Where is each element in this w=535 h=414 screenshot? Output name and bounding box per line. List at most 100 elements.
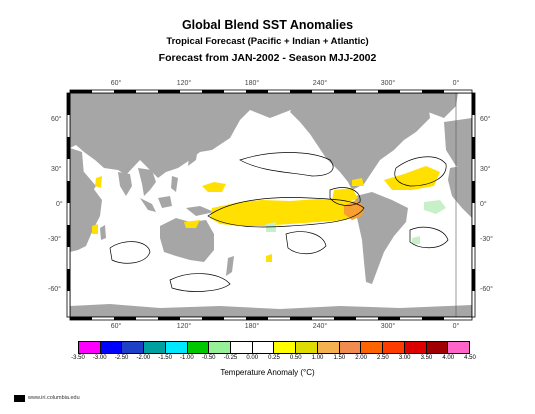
land-madagascar <box>100 225 106 240</box>
lon-label-top: 120° <box>176 80 192 87</box>
land-greenland <box>414 93 458 118</box>
lat-label-right: -30° <box>480 236 493 243</box>
land-eurasia <box>70 93 300 178</box>
lon-label-top: 180° <box>244 80 260 87</box>
cool-anomaly-brazil <box>412 236 420 244</box>
lon-label-top: 60° <box>110 80 122 87</box>
land-layer <box>70 93 472 317</box>
land-southamerica <box>354 192 408 284</box>
land-westafrica <box>448 164 472 218</box>
lon-label-bottom: 120° <box>176 323 192 330</box>
lat-label-left: -60° <box>48 286 61 293</box>
colorbar-tick-label: 0.25 <box>268 355 280 361</box>
warm-anomaly-caribbean <box>352 178 364 186</box>
lon-label-bottom: 240° <box>312 323 328 330</box>
lon-label-bottom: 0° <box>452 323 460 330</box>
warm-anomaly-arabian-sea <box>95 176 102 188</box>
land-newguinea <box>186 206 214 216</box>
colorbar-swatch <box>165 342 188 353</box>
colorbar-tick-label: 2.00 <box>355 355 367 361</box>
warm-anomaly-indian-ocean <box>92 224 98 234</box>
contour-north-atlantic <box>394 156 447 187</box>
land-india <box>118 172 132 196</box>
contour-south-indian <box>169 273 231 292</box>
colorbar-tick-label: 0.50 <box>289 355 302 361</box>
lat-label-left: 0° <box>56 201 63 208</box>
contour-indian-ocean <box>109 241 151 264</box>
cool-anomaly-south-atlantic <box>424 200 446 214</box>
chart-subtitle: Tropical Forecast (Pacific + Indian + At… <box>166 36 369 47</box>
lat-label-left: 30° <box>51 166 62 173</box>
lat-label-right: 30° <box>480 166 491 173</box>
colorbar-swatch <box>187 342 210 353</box>
colorbar-tick-label: -1.50 <box>158 355 172 361</box>
lat-label-right: 0° <box>480 201 487 208</box>
land-newzealand <box>226 256 234 276</box>
contour-south-atlantic <box>409 226 449 249</box>
land-europe <box>444 118 472 170</box>
lat-label-left: -30° <box>48 236 61 243</box>
warm-anomaly-south-pacific <box>266 254 272 262</box>
lat-label-left: 60° <box>51 116 62 123</box>
colorbar-tick-label: 4.00 <box>442 355 455 361</box>
colorbar-tick-label: 1.00 <box>311 355 324 361</box>
colorbar-units: Temperature Anomaly (°C) <box>220 368 315 377</box>
land-indochina <box>138 168 156 196</box>
colorbar-tick-label: -0.25 <box>223 355 238 361</box>
colorbar-tick-label: 4.50 <box>464 355 476 361</box>
lon-label-top: 300° <box>380 80 396 87</box>
colorbar-swatch <box>100 342 123 353</box>
colorbar-swatch <box>339 342 362 353</box>
warm-anomaly-equatorial-pacific <box>210 199 360 226</box>
colorbar-swatch <box>274 342 297 353</box>
colorbar-swatch <box>361 342 384 353</box>
warm-anomaly-north-pacific <box>202 182 226 192</box>
lat-label-right: 60° <box>480 116 491 123</box>
colorbar-tick-label: -1.00 <box>180 355 194 361</box>
land-antarctica <box>70 304 472 317</box>
colorbar-swatch <box>296 342 318 353</box>
colorbar-swatch <box>122 342 145 353</box>
lon-label-top: 240° <box>312 80 328 87</box>
chart-title: Global Blend SST Anomalies <box>181 18 354 32</box>
colorbar-tick-label: -3.50 <box>71 355 85 361</box>
colorbar-swatch <box>383 342 405 353</box>
contour-east-pacific <box>329 187 361 206</box>
colorbar-tick-label: -2.50 <box>114 355 129 361</box>
contour-north-pacific <box>239 152 334 177</box>
colorbar-tick-label: 3.50 <box>420 355 433 361</box>
colorbar-swatch <box>252 342 275 353</box>
map-frame-ticks <box>66 89 476 321</box>
colorbar-swatch <box>209 342 232 353</box>
forecast-label: Forecast from JAN-2002 - Season MJJ-2002 <box>158 52 377 64</box>
colorbar-swatch <box>426 342 449 353</box>
colorbar-ticks: -3.50 -3.00 -2.50 -2.00 -1.50 -1.00 -0.50 -0.25… <box>71 355 476 365</box>
colorbar <box>78 341 470 354</box>
colorbar-tick-label: -2.00 <box>136 355 151 361</box>
colorbar-swatch <box>448 342 469 353</box>
land-sumatra <box>140 198 156 212</box>
contour-south-pacific <box>285 231 327 255</box>
colorbar-swatch <box>144 342 166 353</box>
colorbar-tick-label: 0.00 <box>246 355 259 361</box>
land-australia <box>160 218 214 262</box>
colorbar-swatch <box>79 342 101 353</box>
colorbar-tick-label: -0.50 <box>201 355 216 361</box>
colorbar-swatch <box>317 342 340 353</box>
lon-label-top: 0° <box>452 80 460 87</box>
land-northamerica <box>290 93 430 190</box>
colorbar-swatch <box>231 342 253 353</box>
iri-logo-icon <box>14 395 25 402</box>
land-philippines <box>171 176 178 192</box>
lon-label-bottom: 60° <box>110 323 122 330</box>
colorbar-tick-label: 2.50 <box>377 355 389 361</box>
colorbar-swatch <box>404 342 427 353</box>
contour-layer <box>109 152 449 292</box>
colorbar-tick-label: 1.50 <box>333 355 346 361</box>
lat-label-right: -60° <box>480 286 493 293</box>
lon-label-bottom: 300° <box>380 323 396 330</box>
colorbar-tick-label: -3.00 <box>92 355 107 361</box>
credit-text: www.iri.columbia.edu <box>28 395 80 401</box>
lon-label-bottom: 180° <box>244 323 260 330</box>
